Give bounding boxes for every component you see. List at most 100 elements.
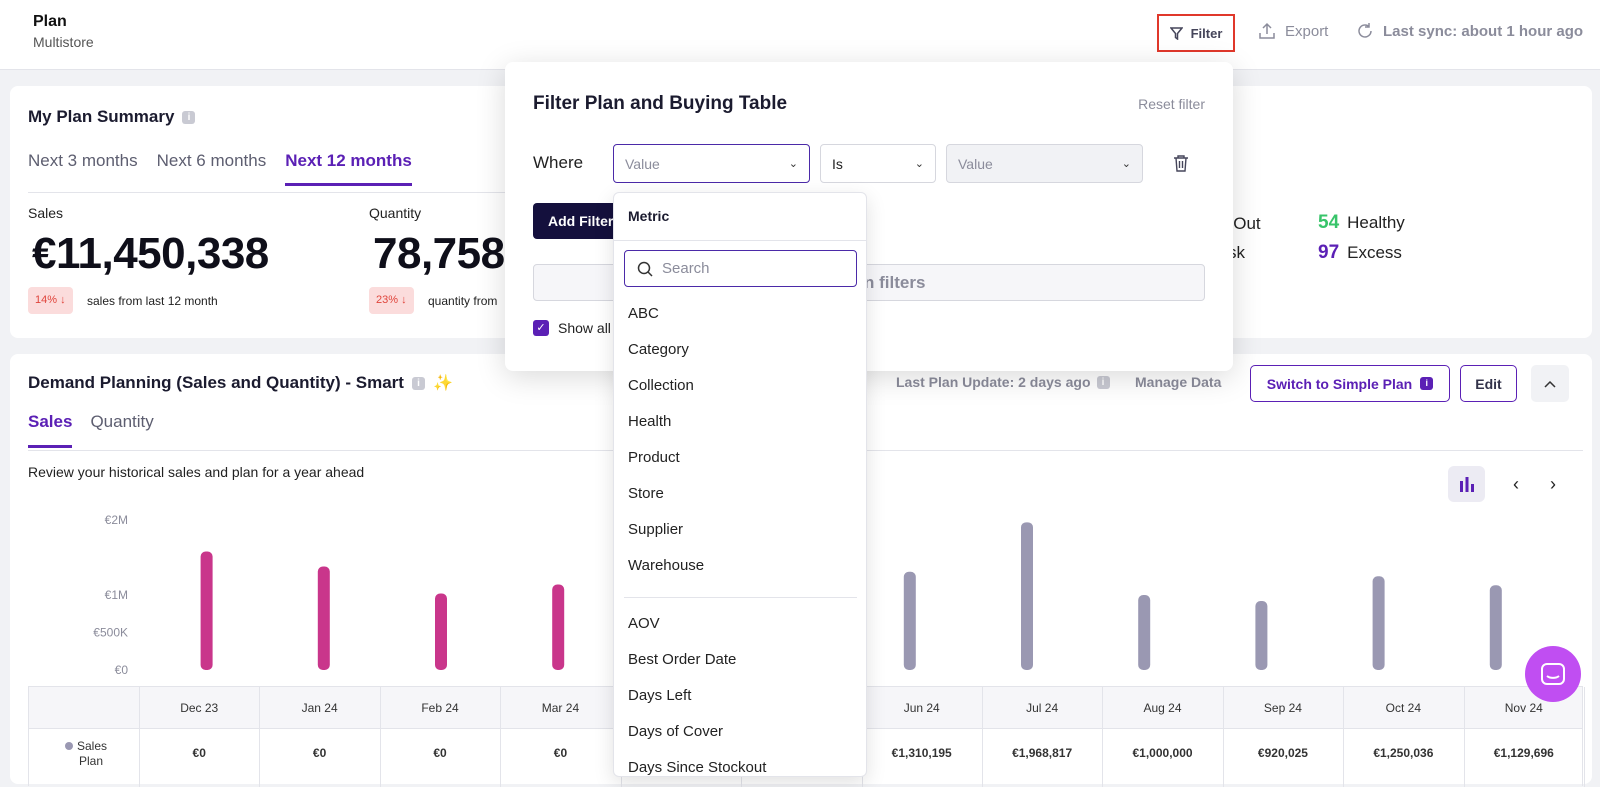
dropdown-item-warehouse[interactable]: Warehouse bbox=[628, 557, 705, 574]
bar-jun-24[interactable] bbox=[903, 571, 916, 670]
tab-next-12-months[interactable]: Next 12 months bbox=[285, 151, 412, 186]
add-filter-button[interactable]: Add Filter bbox=[533, 203, 628, 239]
value-select-value: Value bbox=[958, 155, 993, 172]
dropdown-item-abc[interactable]: ABC bbox=[628, 305, 659, 322]
tabs-divider bbox=[28, 192, 518, 193]
collapse-button[interactable] bbox=[1531, 365, 1569, 402]
table-cell[interactable]: €1,250,036 bbox=[1373, 746, 1434, 760]
column-divider bbox=[259, 687, 261, 787]
dropdown-item-category[interactable]: Category bbox=[628, 341, 689, 358]
table-cell[interactable]: €1,968,817 bbox=[1012, 746, 1073, 760]
checkbox-checked-icon: ✓ bbox=[533, 320, 549, 336]
column-divider bbox=[1343, 687, 1345, 787]
last-plan-text: Last Plan Update: 2 days ago bbox=[896, 374, 1091, 390]
series-dot bbox=[65, 742, 73, 750]
healthy-stat[interactable]: 54 Healthy bbox=[1318, 212, 1405, 234]
search-placeholder: Search bbox=[662, 260, 710, 277]
row-sublabel: Plan bbox=[79, 754, 104, 768]
tab-quantity[interactable]: Quantity bbox=[90, 412, 154, 431]
page-subtitle: Multistore bbox=[33, 34, 94, 50]
row-label: Sales Plan bbox=[65, 739, 107, 769]
metric-select-value: Value bbox=[625, 155, 660, 172]
column-header: Dec 23 bbox=[180, 701, 219, 715]
bar-feb-24[interactable] bbox=[435, 593, 447, 671]
sales-change-note: sales from last 12 month bbox=[87, 294, 218, 308]
quantity-label: Quantity bbox=[369, 205, 422, 221]
value-select[interactable]: Value ⌄ bbox=[946, 144, 1143, 183]
switch-to-simple-plan-button[interactable]: Switch to Simple Plan i bbox=[1250, 365, 1450, 402]
info-icon[interactable]: i bbox=[182, 110, 196, 124]
column-header: Sep 24 bbox=[1263, 701, 1302, 715]
dropdown-item-collection[interactable]: Collection bbox=[628, 377, 694, 394]
dropdown-search-input[interactable]: Search bbox=[624, 250, 857, 287]
table-cell[interactable]: €0 bbox=[553, 746, 568, 760]
metric-dropdown: Metric Search ABC Category Collection He… bbox=[613, 192, 867, 777]
edit-button[interactable]: Edit bbox=[1460, 365, 1517, 402]
tab-sales[interactable]: Sales bbox=[28, 412, 73, 448]
bar-jul-24[interactable] bbox=[1021, 522, 1033, 670]
table-cell[interactable]: €1,000,000 bbox=[1132, 746, 1193, 760]
upload-icon bbox=[1259, 22, 1275, 39]
chevron-right-icon[interactable]: › bbox=[1550, 474, 1556, 494]
dropdown-item-health[interactable]: Health bbox=[628, 413, 672, 430]
table-cell[interactable]: €0 bbox=[312, 746, 327, 760]
bar-jan-24[interactable] bbox=[317, 566, 330, 671]
table-cell[interactable]: €1,310,195 bbox=[891, 746, 952, 760]
bar-mar-24[interactable] bbox=[552, 584, 565, 671]
chart-view-toggle[interactable] bbox=[1448, 466, 1485, 502]
chevron-up-icon bbox=[1544, 380, 1556, 388]
table-cell[interactable]: €1,129,696 bbox=[1493, 746, 1554, 760]
tab-next-6-months[interactable]: Next 6 months bbox=[156, 151, 267, 170]
dropdown-item-supplier[interactable]: Supplier bbox=[628, 521, 684, 538]
demand-title-text: Demand Planning (Sales and Quantity) - S… bbox=[28, 373, 404, 392]
excess-stat[interactable]: 97 Excess bbox=[1318, 242, 1402, 264]
trash-icon[interactable] bbox=[1173, 154, 1189, 172]
bar-oct-24[interactable] bbox=[1372, 576, 1385, 670]
operator-select[interactable]: Is ⌄ bbox=[820, 144, 936, 183]
info-icon[interactable]: i bbox=[411, 376, 425, 390]
column-divider bbox=[1102, 687, 1104, 787]
export-button[interactable]: Export bbox=[1258, 22, 1328, 40]
row-label-text: Sales bbox=[77, 739, 108, 753]
sync-status[interactable]: Last sync: about 1 hour ago bbox=[1356, 22, 1583, 40]
column-divider bbox=[1222, 687, 1224, 787]
quantity-change-badge: 23% ↓ bbox=[369, 287, 414, 314]
refresh-icon bbox=[1358, 23, 1372, 38]
bar-sep-24[interactable] bbox=[1255, 600, 1268, 670]
bar-aug-24[interactable] bbox=[1138, 595, 1151, 670]
dropdown-item-days-since-stockout[interactable]: Days Since Stockout bbox=[628, 759, 767, 776]
switch-label: Switch to Simple Plan bbox=[1266, 375, 1413, 392]
table-cell[interactable]: €0 bbox=[192, 746, 206, 760]
dropdown-item-store[interactable]: Store bbox=[628, 485, 664, 502]
column-header: Feb 24 bbox=[421, 701, 459, 715]
show-all-checkbox[interactable]: ✓ Show all bbox=[533, 320, 611, 336]
dropdown-item-product[interactable]: Product bbox=[628, 449, 680, 466]
healthy-count: 54 bbox=[1318, 212, 1340, 233]
reset-filter-link[interactable]: Reset filter bbox=[1138, 96, 1205, 112]
filter-icon bbox=[1169, 26, 1183, 40]
excess-count: 97 bbox=[1318, 242, 1340, 263]
tab-next-3-months[interactable]: Next 3 months bbox=[28, 151, 138, 170]
bar-dec-23[interactable] bbox=[200, 551, 213, 671]
chevron-left-icon[interactable]: ‹ bbox=[1513, 474, 1519, 494]
bar-nov-24[interactable] bbox=[1489, 585, 1502, 670]
dropdown-item-days-left[interactable]: Days Left bbox=[628, 687, 692, 704]
table-cell[interactable]: €920,025 bbox=[1257, 746, 1308, 760]
table-cell[interactable]: €0 bbox=[433, 746, 447, 760]
sales-label: Sales bbox=[28, 205, 64, 221]
dropdown-item-best-order-date[interactable]: Best Order Date bbox=[628, 651, 737, 668]
metric-select[interactable]: Value ⌄ bbox=[613, 144, 810, 183]
dropdown-item-aov[interactable]: AOV bbox=[628, 615, 660, 632]
sales-change-badge: 14% ↓ bbox=[28, 287, 73, 314]
excess-label: Excess bbox=[1347, 243, 1402, 262]
last-plan-update: Last Plan Update: 2 days ago i bbox=[896, 374, 1110, 390]
y-tick-label: €0 bbox=[115, 663, 129, 677]
chevron-down-icon: ⌄ bbox=[914, 158, 924, 170]
filter-button[interactable]: Filter bbox=[1157, 14, 1235, 52]
info-icon[interactable]: i bbox=[1096, 375, 1110, 389]
chat-launcher-button[interactable] bbox=[1525, 646, 1581, 702]
column-divider bbox=[1463, 687, 1465, 787]
dropdown-item-days-of-cover[interactable]: Days of Cover bbox=[628, 723, 724, 740]
chat-icon bbox=[1541, 663, 1565, 685]
manage-data-link[interactable]: Manage Data bbox=[1135, 374, 1222, 390]
